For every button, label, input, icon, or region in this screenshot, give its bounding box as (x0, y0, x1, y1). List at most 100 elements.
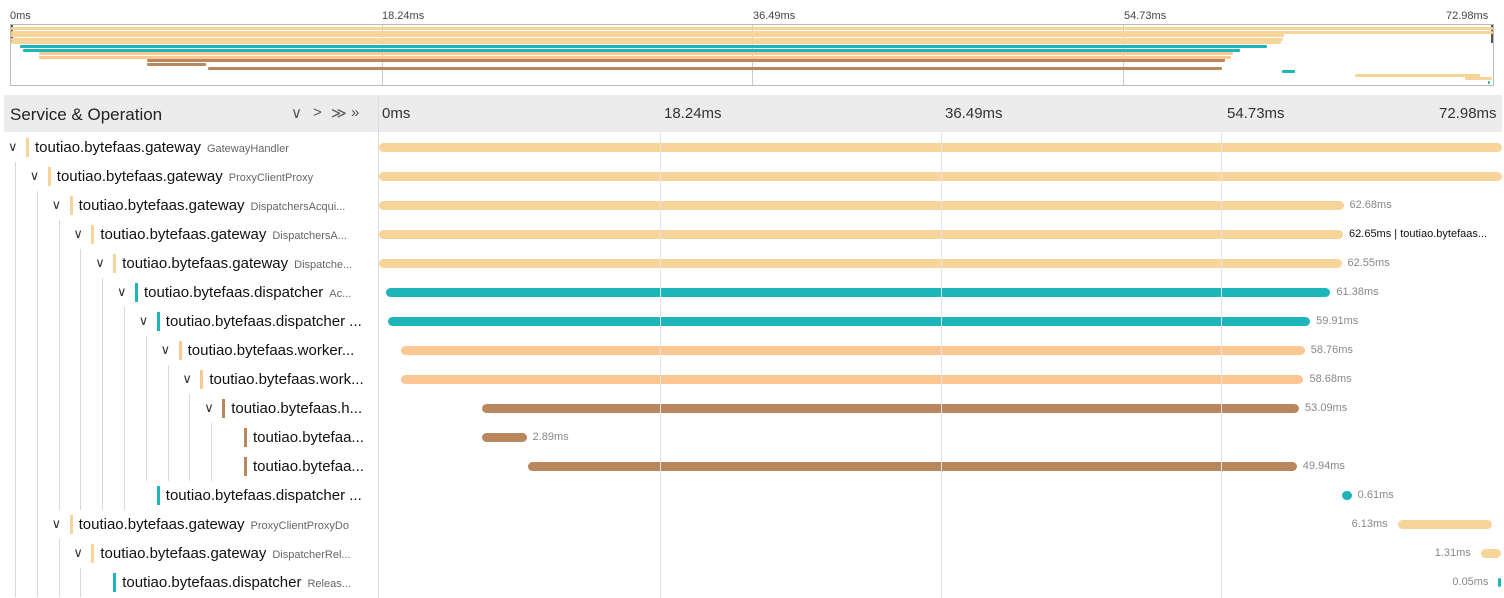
indent-guide (15, 568, 16, 597)
timeline-tick: 54.73ms (1227, 105, 1285, 122)
span-name-cell[interactable]: toutiao.bytefaas.work... (209, 365, 376, 394)
span-row[interactable]: ∨ toutiao.bytefaas.work... 58.68ms (4, 365, 1504, 394)
minimap-left-handle[interactable] (11, 25, 13, 43)
service-color-swatch (69, 515, 73, 534)
minimap-span-bar (39, 55, 1232, 59)
expand-toggle[interactable]: ∨ (29, 168, 40, 183)
indent-guide (102, 336, 104, 365)
span-name-cell[interactable]: toutiao.bytefaas.gateway ProxyClientProxy… (79, 510, 376, 539)
span-name-cell[interactable]: toutiao.bytefaa... (253, 452, 376, 481)
span-name-cell[interactable]: toutiao.bytefaas.dispatcher Releas... (122, 568, 376, 597)
span-row[interactable]: ∨ toutiao.bytefaas.gateway DispatchersA...… (4, 220, 1504, 249)
expand-all-button[interactable]: » (351, 104, 360, 121)
span-duration-bar[interactable] (385, 288, 1331, 297)
service-color-swatch (69, 196, 73, 215)
span-duration-label: 0.61ms (1357, 489, 1394, 501)
span-row[interactable]: toutiao.bytefaas.dispatcher Releas... 0.05… (4, 568, 1504, 597)
span-row[interactable]: ∨ toutiao.bytefaas.gateway Dispatche... 62.… (4, 249, 1504, 278)
span-duration-bar[interactable] (528, 462, 1297, 471)
span-row[interactable]: ∨ toutiao.bytefaas.gateway ProxyClientProx… (4, 162, 1504, 191)
expand-toggle[interactable]: ∨ (138, 313, 149, 328)
service-color-swatch (200, 370, 204, 389)
span-duration-bar[interactable] (1342, 491, 1352, 500)
collapse-all-button[interactable]: ≫ (331, 105, 347, 122)
expand-toggle[interactable]: ∨ (51, 197, 62, 212)
service-color-swatch (26, 138, 29, 157)
expand-toggle[interactable]: ∨ (117, 284, 127, 299)
span-name-cell[interactable]: toutiao.bytefaas.dispatcher ... (166, 307, 376, 336)
indent-guide (36, 220, 38, 249)
indent-guide (15, 481, 16, 510)
span-duration-label: 62.68ms (1349, 199, 1392, 211)
span-name-cell[interactable]: toutiao.bytefaas.gateway DispatchersA... (100, 220, 376, 249)
span-duration-bar[interactable] (400, 375, 1304, 384)
span-row[interactable]: ∨ toutiao.bytefaas.dispatcher Ac... 61.38ms (4, 278, 1504, 307)
span-row[interactable]: ∨ toutiao.bytefaas.gateway ProxyClientProx… (4, 510, 1504, 539)
span-duration-bar[interactable] (1498, 578, 1502, 587)
timeline-gridline (1221, 132, 1223, 598)
span-name-cell[interactable]: toutiao.bytefaas.dispatcher ... (166, 481, 376, 510)
span-duration-bar[interactable] (1397, 520, 1492, 529)
service-name: toutiao.bytefaas.gateway (122, 255, 289, 272)
service-color-swatch (156, 312, 160, 331)
indent-guide (36, 307, 38, 336)
service-color-swatch (178, 341, 182, 360)
span-duration-label: 61.38ms (1336, 286, 1379, 298)
collapse-one-button[interactable]: ∨ (291, 105, 302, 122)
indent-guide (80, 336, 82, 365)
span-name-cell[interactable]: toutiao.bytefaas.gateway DispatchersAcqui… (79, 191, 376, 220)
expand-toggle[interactable]: ∨ (95, 255, 105, 270)
indent-guide (15, 365, 16, 394)
span-name-cell[interactable]: toutiao.bytefaas.gateway DispatcherRel... (100, 539, 376, 568)
span-row[interactable]: toutiao.bytefaas.dispatcher ... 0.61ms (4, 481, 1504, 510)
indent-guide (15, 278, 16, 307)
span-duration-bar[interactable] (388, 317, 1311, 326)
column-resizer[interactable] (378, 95, 379, 598)
expand-toggle[interactable]: ∨ (204, 400, 214, 415)
indent-guide (15, 423, 16, 452)
indent-guide (124, 452, 125, 481)
indent-guide (15, 510, 16, 539)
indent-guide (36, 423, 38, 452)
trace-minimap[interactable]: 0ms 18.24ms 36.49ms 54.73ms 72.98ms (0, 0, 1504, 92)
span-name-cell[interactable]: toutiao.bytefaa... (253, 423, 376, 452)
expand-one-button[interactable]: > (313, 104, 322, 121)
expand-toggle[interactable]: ∨ (73, 226, 83, 241)
indent-guide (36, 278, 38, 307)
span-row[interactable]: ∨ toutiao.bytefaas.h... 53.09ms (4, 394, 1504, 423)
span-row[interactable]: ∨ toutiao.bytefaas.worker... 58.76ms (4, 336, 1504, 365)
indent-guide (124, 336, 125, 365)
span-row[interactable]: ∨ toutiao.bytefaas.gateway GatewayHandler (4, 133, 1504, 162)
expand-toggle[interactable]: ∨ (160, 342, 171, 357)
expand-toggle[interactable]: ∨ (182, 371, 192, 386)
span-row[interactable]: ∨ toutiao.bytefaas.dispatcher ... 59.91ms (4, 307, 1504, 336)
span-duration-bar[interactable] (482, 404, 1300, 413)
span-name-cell[interactable]: toutiao.bytefaas.gateway ProxyClientProxy (57, 162, 376, 191)
indent-guide (167, 365, 169, 394)
expand-toggle[interactable]: ∨ (8, 139, 18, 154)
span-name-cell[interactable]: toutiao.bytefaas.gateway GatewayHandler (35, 133, 376, 162)
service-name: toutiao.bytefaas.dispatcher ... (165, 487, 362, 504)
span-duration-bar[interactable] (379, 259, 1342, 268)
span-row[interactable]: ∨ toutiao.bytefaas.gateway DispatcherRel..… (4, 539, 1504, 568)
expand-toggle[interactable]: ∨ (51, 516, 62, 531)
indent-guide (80, 278, 82, 307)
span-duration-bar[interactable] (400, 346, 1305, 355)
minimap-span-bar (207, 66, 1223, 70)
minimap-span-bar (39, 52, 1233, 56)
span-duration-bar[interactable] (1480, 549, 1501, 558)
span-duration-bar[interactable] (482, 433, 527, 442)
expand-toggle[interactable]: ∨ (73, 545, 83, 560)
span-row[interactable]: toutiao.bytefaa... 2.89ms (4, 423, 1504, 452)
service-color-swatch (135, 283, 138, 302)
span-name-cell[interactable]: toutiao.bytefaas.dispatcher Ac... (144, 278, 376, 307)
span-duration-bar[interactable] (379, 230, 1344, 239)
span-duration-bar[interactable] (379, 201, 1344, 210)
span-name-cell[interactable]: toutiao.bytefaas.h... (231, 394, 376, 423)
minimap-viewport[interactable] (10, 24, 1494, 86)
minimap-right-handle[interactable] (1491, 25, 1493, 43)
span-name-cell[interactable]: toutiao.bytefaas.worker... (188, 336, 376, 365)
span-row[interactable]: toutiao.bytefaa... 49.94ms (4, 452, 1504, 481)
span-name-cell[interactable]: toutiao.bytefaas.gateway Dispatche... (122, 249, 376, 278)
span-row[interactable]: ∨ toutiao.bytefaas.gateway DispatchersAcqu… (4, 191, 1504, 220)
